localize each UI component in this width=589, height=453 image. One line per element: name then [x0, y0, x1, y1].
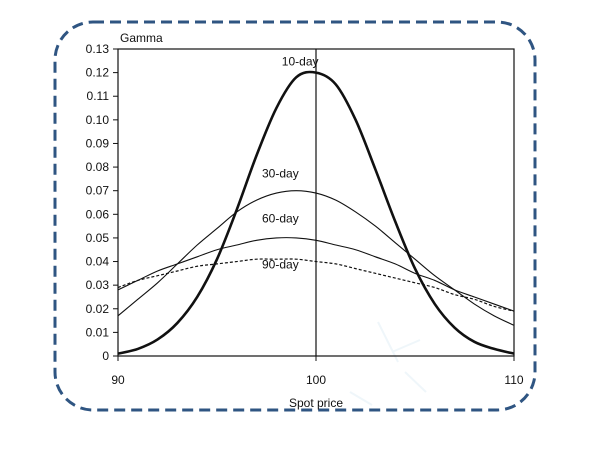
y-tick-label: 0.03: [86, 278, 110, 292]
x-tick-label: 90: [111, 373, 125, 387]
y-tick-label: 0.09: [86, 136, 110, 150]
series-label-10-day: 10-day: [282, 55, 319, 69]
series-lines: [117, 70, 515, 355]
series-line-90-day: [117, 258, 515, 312]
series-line-30-day: [117, 190, 515, 326]
y-tick-label: 0.12: [86, 66, 110, 80]
y-tick-label: 0.10: [86, 113, 110, 127]
y-tick-label: 0.05: [86, 231, 110, 245]
series-label-60-day: 60-day: [262, 212, 299, 226]
y-tick-label: 0.13: [86, 42, 110, 56]
series-labels: 10-day 30-day 60-day 90-day: [262, 55, 319, 272]
y-tick-label: 0.01: [86, 325, 110, 339]
y-axis-title: Gamma: [120, 31, 163, 45]
y-tick-label: 0.08: [86, 160, 110, 174]
y-tick-label: 0.02: [86, 302, 110, 316]
series-label-90-day: 90-day: [262, 258, 299, 272]
series-line-60-day: [117, 237, 515, 312]
dashed-border: [53, 20, 537, 412]
series-line-10-day: [117, 70, 515, 355]
series-label-30-day: 30-day: [262, 167, 299, 181]
y-tick-label: 0: [102, 349, 109, 363]
x-tick-label: 100: [306, 373, 326, 387]
x-axis-ticks: 90 100 110: [111, 356, 524, 387]
x-axis-title: Spot price: [289, 396, 343, 410]
y-tick-label: 0.04: [86, 255, 110, 269]
y-tick-label: 0.11: [87, 89, 110, 103]
y-tick-label: 0.06: [86, 207, 110, 221]
y-tick-label: 0.07: [86, 184, 110, 198]
x-tick-label: 110: [504, 373, 523, 387]
y-axis-ticks: 0 0.01 0.02 0.03 0.04 0.05 0.06 0.07 0.08 0.09 0.1…: [86, 42, 118, 363]
watermark: [349, 321, 427, 406]
